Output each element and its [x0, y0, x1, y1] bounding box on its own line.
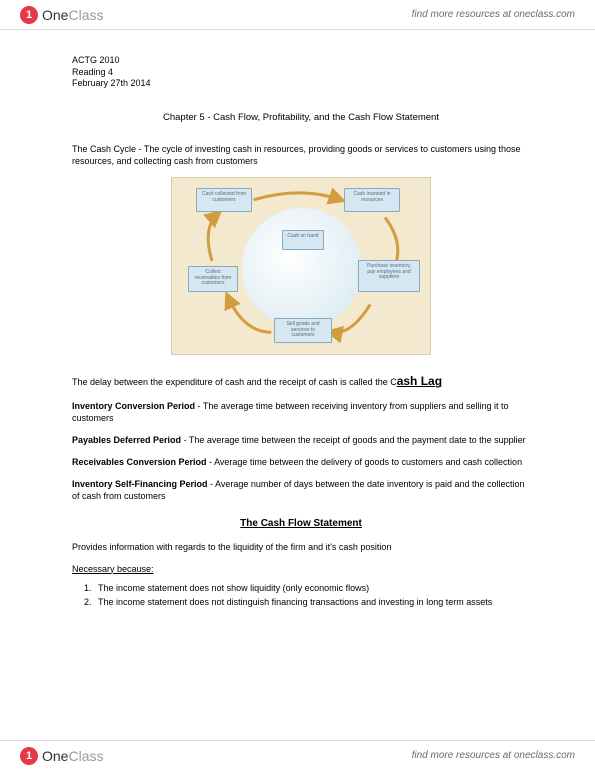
list-item: The income statement does not show liqui… [94, 582, 530, 595]
lag-pre: The delay between the expenditure of cas… [72, 377, 397, 387]
reading-number: Reading 4 [72, 67, 530, 79]
cash-cycle-text: - The cycle of investing cash in resourc… [72, 144, 521, 166]
definition-item: Payables Deferred Period - The average t… [72, 434, 530, 446]
provides-text: Provides information with regards to the… [72, 541, 530, 553]
brand-text-footer: OneClass [42, 748, 103, 764]
chapter-title: Chapter 5 - Cash Flow, Profitability, an… [72, 112, 530, 123]
definition-item: Inventory Conversion Period - The averag… [72, 400, 530, 424]
definition-item: Receivables Conversion Period - Average … [72, 456, 530, 468]
cash-cycle-label: The Cash Cycle [72, 144, 136, 154]
definition-term: Inventory Self-Financing Period [72, 479, 208, 489]
brand-circle-icon: 1 [20, 747, 38, 765]
definition-term: Receivables Conversion Period [72, 457, 207, 467]
necessary-list: The income statement does not show liqui… [72, 582, 530, 609]
diagram-node: Cash on hand [282, 230, 324, 250]
top-resource-link[interactable]: find more resources at oneclass.com [412, 9, 575, 20]
brand-word2: Class [68, 7, 103, 23]
necessary-label: Necessary because: [72, 564, 154, 574]
footer-bar: 1 OneClass find more resources at onecla… [0, 740, 595, 770]
diagram-wrap: Cash collected from customers Cash invest… [72, 177, 530, 355]
diagram-node: Cash collected from customers [196, 188, 252, 212]
diagram-node: Sell goods and services to customers [274, 318, 332, 343]
page-content: ACTG 2010 Reading 4 February 27th 2014 C… [72, 55, 530, 611]
diagram-node: Collect receivables from customers [188, 266, 238, 292]
doc-date: February 27th 2014 [72, 78, 530, 90]
cash-lag-sentence: The delay between the expenditure of cas… [72, 373, 530, 389]
brand-logo[interactable]: 1 OneClass [20, 6, 103, 24]
bottom-resource-link[interactable]: find more resources at oneclass.com [412, 750, 575, 761]
definition-text: - Average time between the delivery of g… [207, 457, 523, 467]
brand-word1: One [42, 7, 68, 23]
diagram-node: Purchase inventory, pay employees and su… [358, 260, 420, 292]
section-title: The Cash Flow Statement [72, 518, 530, 529]
brand-word2-footer: Class [68, 748, 103, 764]
brand-word1-footer: One [42, 748, 68, 764]
cash-cycle-diagram: Cash collected from customers Cash invest… [171, 177, 431, 355]
definition-term: Payables Deferred Period [72, 435, 181, 445]
cash-cycle-def: The Cash Cycle - The cycle of investing … [72, 143, 530, 167]
brand-text: OneClass [42, 7, 103, 23]
diagram-node: Cash invested in resources [344, 188, 400, 212]
brand-logo-footer[interactable]: 1 OneClass [20, 747, 103, 765]
definition-term: Inventory Conversion Period [72, 401, 195, 411]
definition-text: - The average time between the receipt o… [181, 435, 526, 445]
list-item: The income statement does not distinguis… [94, 596, 530, 609]
definition-item: Inventory Self-Financing Period - Averag… [72, 478, 530, 502]
course-code: ACTG 2010 [72, 55, 530, 67]
brand-circle-icon: 1 [20, 6, 38, 24]
header-bar: 1 OneClass find more resources at onecla… [0, 0, 595, 30]
cash-lag-term: ash Lag [397, 374, 442, 388]
